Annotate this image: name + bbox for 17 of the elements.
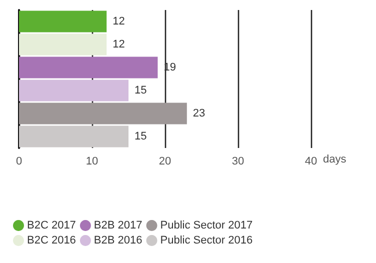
data-label: 15	[134, 130, 147, 142]
x-tick-label: 40	[304, 156, 318, 168]
data-label: 15	[134, 84, 147, 96]
legend-label: B2C 2016	[27, 234, 76, 246]
legend-label: Public Sector 2017	[160, 220, 253, 232]
x-tick-label: 0	[16, 156, 22, 168]
legend-label: B2C 2017	[27, 220, 76, 232]
legend-label: B2B 2017	[94, 220, 142, 232]
x-tick-label: 10	[86, 156, 98, 168]
x-tick-label: 30	[232, 156, 244, 168]
data-label: 23	[192, 108, 206, 120]
legend-label: B2B 2016	[94, 234, 142, 246]
data-label: 12	[112, 38, 125, 50]
data-label: 12	[112, 16, 125, 28]
x-tick-label: 20	[158, 156, 172, 168]
legend-label: Public Sector 2016	[160, 234, 253, 246]
x-axis-title: days	[323, 154, 347, 166]
